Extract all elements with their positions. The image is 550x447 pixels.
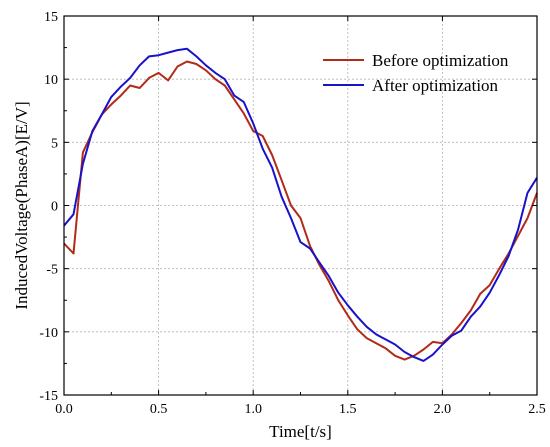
y-tick-label: -5 — [46, 263, 58, 278]
legend-label-2: After optimization — [372, 76, 499, 95]
axis-ticks: 0.0 0.5 1.0 1.5 2.0 2.5 -15 -10 -5 0 5 10 15 — [39, 10, 545, 417]
y-tick-label: 10 — [44, 73, 58, 88]
y-tick-label: 0 — [51, 200, 58, 215]
series-line-2 — [63, 47, 538, 362]
legend: Before optimization After optimization — [323, 51, 509, 95]
series-line-1 — [63, 60, 538, 361]
y-tick-label: 15 — [44, 10, 58, 25]
x-tick-label: 0.0 — [55, 402, 73, 417]
y-axis-title: InducedVoltage(PhaseA)[E/V] — [12, 101, 31, 309]
x-tick-label: 1.0 — [244, 402, 262, 417]
grid — [64, 16, 537, 395]
legend-label-1: Before optimization — [372, 51, 509, 70]
y-tick-label: -10 — [39, 326, 58, 341]
x-tick-label: 0.5 — [150, 402, 168, 417]
y-tick-label: 5 — [51, 136, 58, 151]
series-layer — [63, 47, 538, 362]
x-tick-label: 2.5 — [528, 402, 546, 417]
x-tick-label: 2.0 — [434, 402, 452, 417]
y-tick-label: -15 — [39, 389, 58, 404]
x-tick-label: 1.5 — [339, 402, 357, 417]
x-axis-title: Time[t/s] — [269, 422, 332, 441]
